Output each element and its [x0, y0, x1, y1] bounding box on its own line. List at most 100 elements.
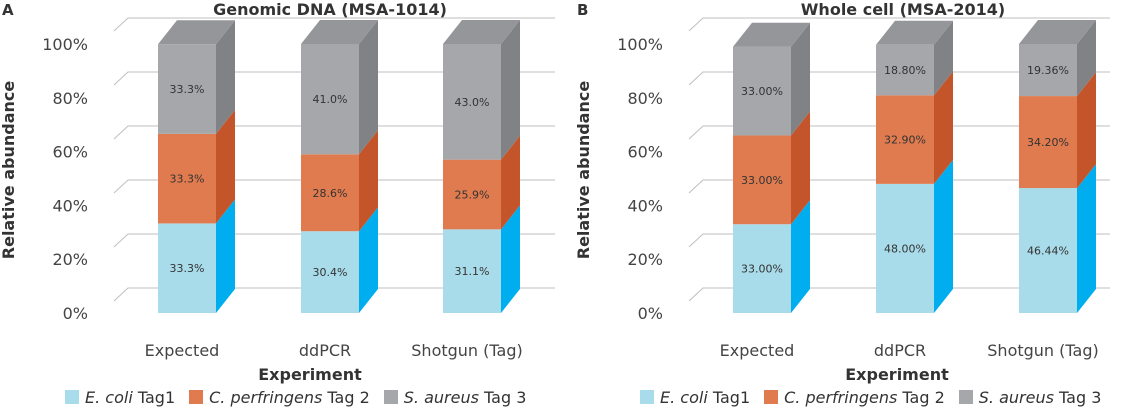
legend-swatch [958, 390, 973, 404]
panel-b-gridline [688, 71, 1110, 86]
panel-b-bar-shotgun-tag-series-2-side [1077, 72, 1096, 189]
panel-b-bar-expected-series-2 [733, 135, 791, 225]
legend-panel-a: E. coli Tag1 C. perfringens Tag 2 S. aureu… [65, 386, 540, 408]
panel-a-category-label: ddPCR [299, 341, 351, 360]
panel-b-y-tick-label: 40% [627, 196, 663, 215]
panel-a-data-label: 30.4% [313, 266, 348, 279]
panel-b-bar-expected-series-1-side [791, 200, 810, 313]
panel-a-gridline [113, 71, 555, 86]
panel-b-category-label: ddPCR [874, 341, 926, 360]
legend-item-3: S. aureus Tag 3 [958, 387, 1102, 407]
panel-a-bar-expected-series-1-side [216, 199, 235, 313]
panel-b-bar-shotgun-tag-series-2 [1019, 96, 1077, 189]
panel-b-title: Whole cell (MSA-2014) [801, 0, 1005, 19]
legend-species: C. perfringens [209, 387, 323, 407]
panel-a-category-label: Shotgun (Tag) [411, 341, 522, 360]
panel-b-data-label: 19.36% [1027, 64, 1069, 77]
panel-b-data-label: 33.00% [741, 85, 783, 98]
panel-a-gridline [113, 179, 555, 194]
legend-species: E. coli [660, 387, 708, 407]
legend-tag: Tag 3 [1053, 387, 1102, 407]
panel-a-x-axis-label: Experiment [258, 365, 362, 384]
panel-a-bar-ddpcr-series-2 [301, 154, 359, 232]
panel-a-y-tick-label: 40% [52, 196, 88, 215]
panel-a-bar-shotgun-tag-series-2 [443, 159, 501, 230]
panel-b-bar-ddpcr-series-3 [876, 44, 934, 96]
panel-b-y-tick-label: 60% [627, 143, 663, 162]
legend-tag: Tag 2 [897, 387, 945, 407]
panel-b-data-label: 34.20% [1027, 136, 1069, 149]
panel-b-bar-ddpcr-series-1-side [934, 159, 953, 313]
panel-b-bar-ddpcr-series-2 [876, 95, 934, 184]
panel-b-letter: B [577, 1, 588, 19]
panel-b-bar-expected-series-2-side [791, 111, 810, 225]
panel-a-y-tick-label: 20% [52, 250, 88, 269]
panel-a-bar-shotgun-tag-series-2-side [501, 135, 520, 230]
panel-a-y-axis-label: Relative abundance [0, 81, 18, 260]
panel-a-y-tick-label: 0% [63, 304, 88, 323]
legend-species: E. coli [85, 387, 133, 407]
panel-b-data-label: 32.90% [884, 134, 926, 147]
panel-a-bar-expected-series-1 [158, 223, 216, 313]
legend-item-2: C. perfringens Tag 2 [764, 388, 945, 407]
panel-a-bar-ddpcr-series-3-side [359, 20, 378, 155]
panel-b-bar-expected-series-3 [733, 46, 791, 136]
panel-a-title: Genomic DNA (MSA-1014) [213, 0, 447, 19]
panel-a-data-label: 33.3% [170, 83, 205, 96]
legend-species: S. aureus [978, 387, 1054, 407]
panel-a-gridline [113, 287, 555, 302]
panel-b-gridline [688, 17, 1110, 32]
panel-a-y-tick-label: 60% [52, 143, 88, 162]
panel-b-data-label: 33.00% [741, 174, 783, 187]
panel-a-data-label: 41.0% [313, 93, 348, 106]
panel-a-gridline [113, 17, 555, 32]
panel-b-bar-ddpcr-series-2-side [934, 71, 953, 184]
panel-b-y-tick-label: 80% [627, 89, 663, 108]
panel-a-bar-ddpcr-series-2-side [359, 130, 378, 232]
legend-item-1: E. coli Tag1 [65, 388, 175, 407]
legend-tag: Tag1 [707, 387, 751, 407]
panel-a-bar-ddpcr-series-3 [301, 44, 359, 155]
legend-item-1: E. coli Tag1 [640, 388, 750, 407]
panel-a-bar-ddpcr-series-3-top [301, 20, 378, 44]
panel-b-bar-shotgun-tag-series-3-top [1019, 20, 1096, 44]
legend-tag: Tag 3 [478, 387, 527, 407]
panel-b-data-label: 46.44% [1027, 245, 1069, 258]
panel-b-data-label: 48.00% [884, 242, 926, 255]
legend-tag: Tag 2 [322, 387, 370, 407]
panel-b-category-label: Expected [720, 341, 795, 360]
panel-a-bar-shotgun-tag-series-3-side [501, 20, 520, 160]
panel-b-gridline [688, 287, 1110, 302]
panel-a-bar-expected-series-3-side [216, 20, 235, 134]
panel-a-y-tick-label: 80% [52, 89, 88, 108]
panel-a-data-label: 43.0% [455, 96, 490, 109]
legend-tag: Tag1 [132, 387, 176, 407]
panel-a-bar-shotgun-tag-series-3-top [443, 20, 520, 44]
legend-swatch [640, 390, 654, 404]
legend-swatch [764, 390, 779, 404]
panel-a-bar-shotgun-tag-series-1 [443, 229, 501, 313]
panel-a-gridline [113, 125, 555, 140]
legend-panel-b: E. coli Tag1 C. perfringens Tag 2 S. aureu… [640, 386, 1115, 408]
panel-b-bar-shotgun-tag-series-1 [1019, 188, 1077, 313]
panel-b-bar-expected-series-3-top [733, 22, 810, 47]
legend-swatch [65, 390, 79, 404]
panel-b-y-tick-label: 0% [638, 304, 663, 323]
panel-a-bar-ddpcr-series-1-side [359, 207, 378, 313]
legend-swatch [189, 390, 204, 404]
panel-b-x-axis-label: Experiment [845, 365, 949, 384]
panel-b-bar-shotgun-tag-series-3-side [1077, 20, 1096, 97]
panel-b-bar-ddpcr-series-3-side [934, 20, 953, 96]
panel-a-bar-shotgun-tag-series-3 [443, 44, 501, 160]
legend-species: S. aureus [403, 387, 479, 407]
panel-a-bar-shotgun-tag-series-1-side [501, 205, 520, 313]
panel-b-gridline [688, 179, 1110, 194]
panel-a-bar-ddpcr-series-1 [301, 231, 359, 313]
panel-b-data-label: 18.80% [884, 64, 926, 77]
panel-a-y-tick-label: 100% [42, 35, 88, 54]
panel-b-y-tick-label: 20% [627, 250, 663, 269]
panel-a-data-label: 25.9% [455, 189, 490, 202]
panel-a-category-label: Expected [145, 341, 220, 360]
panel-b-data-label: 33.00% [741, 263, 783, 276]
